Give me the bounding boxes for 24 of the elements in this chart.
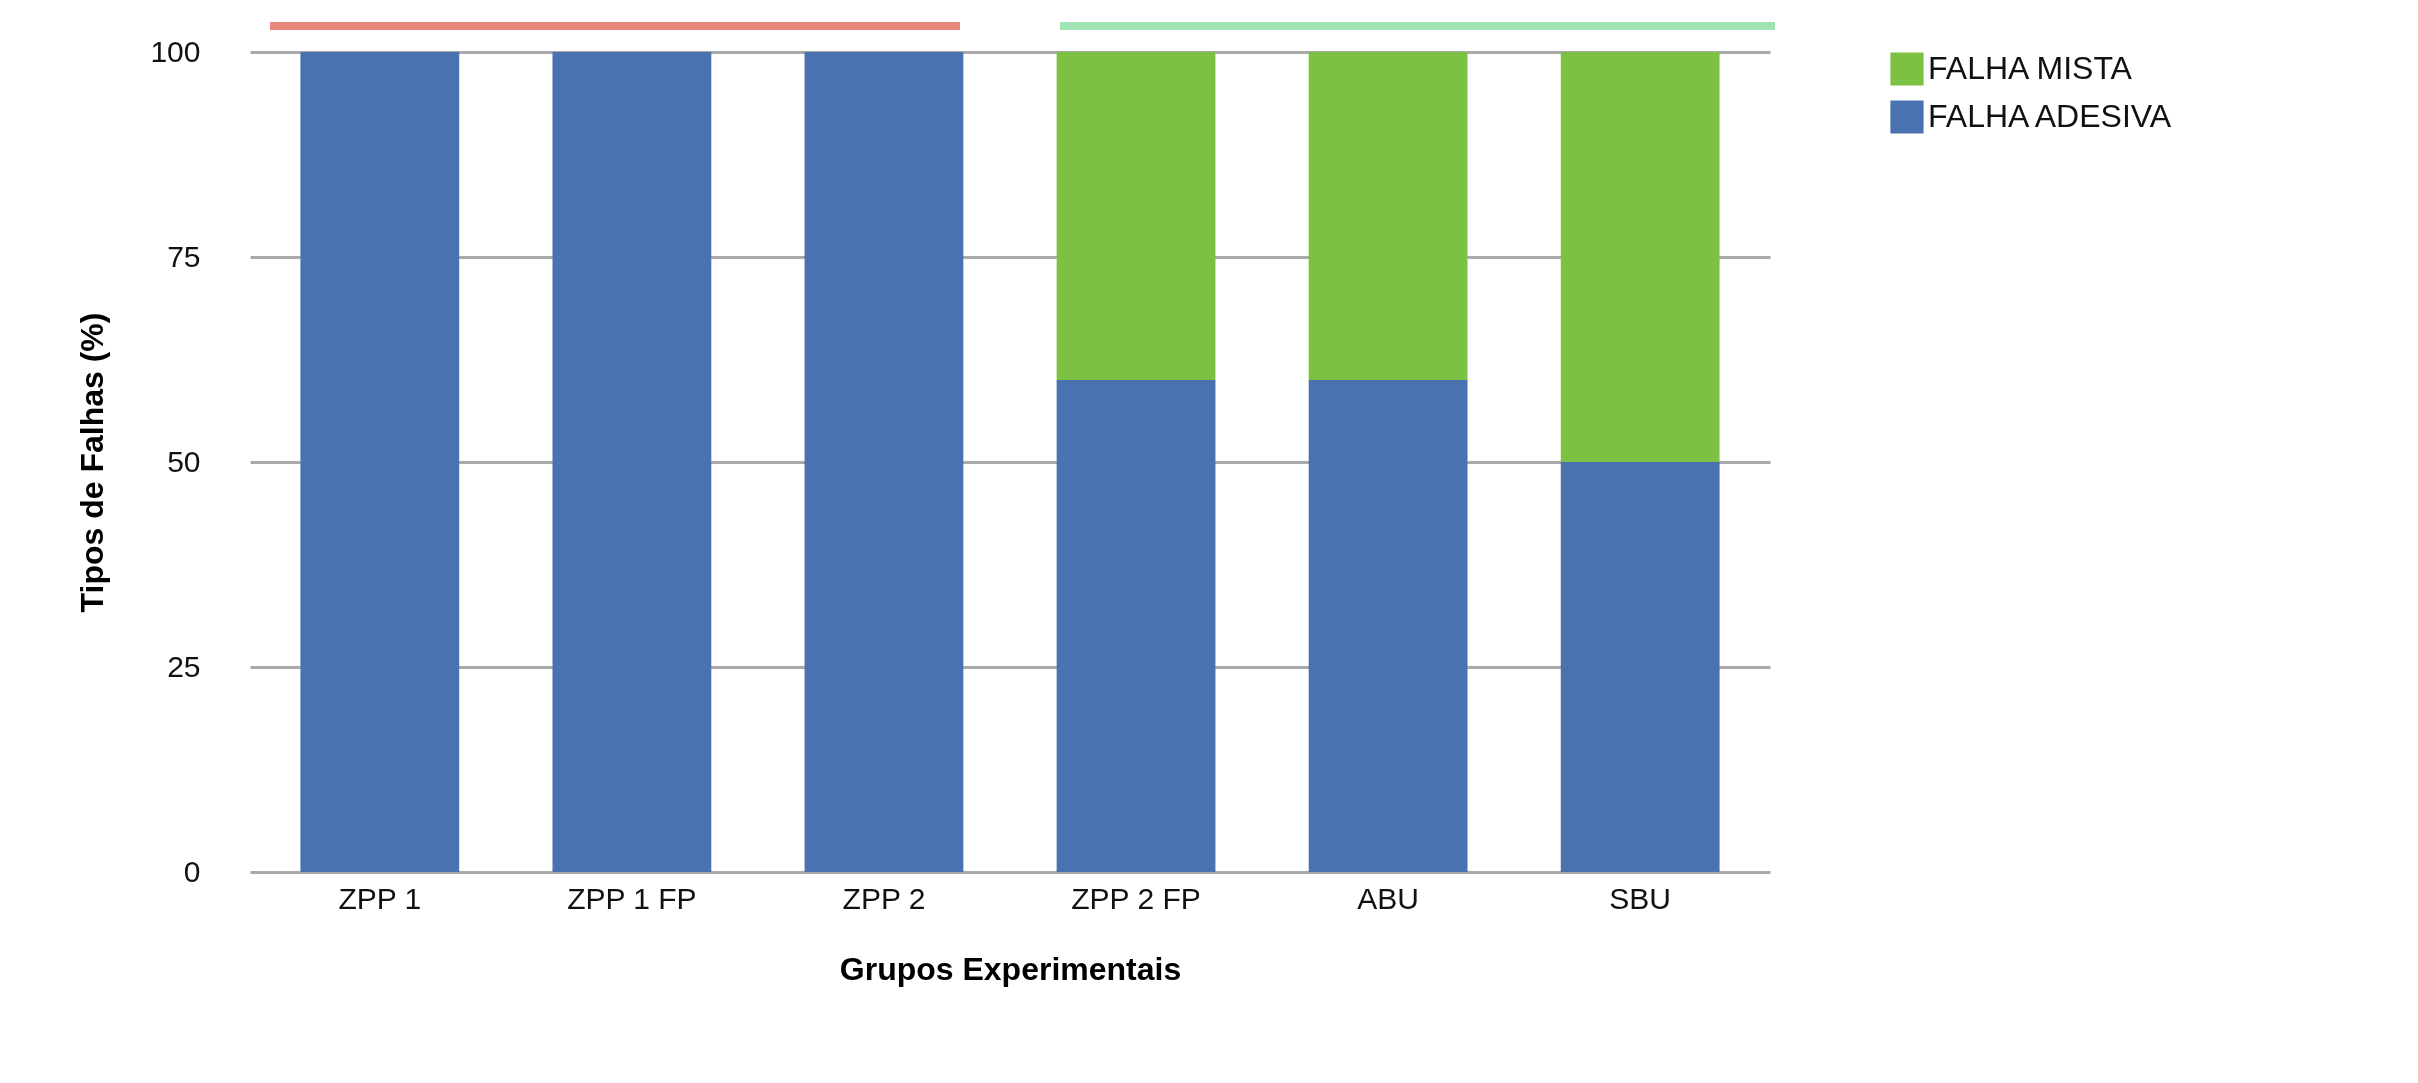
bar bbox=[1560, 462, 1720, 872]
y-tick-label: 0 bbox=[183, 854, 201, 888]
x-tick-label: ABU bbox=[1357, 881, 1419, 915]
y-axis-title: Tipos de Falhas (%) bbox=[74, 312, 111, 613]
legend-label: FALHA MISTA bbox=[1928, 50, 2133, 86]
y-tick-label: 100 bbox=[150, 34, 201, 68]
y-tick-label: 50 bbox=[167, 444, 201, 478]
x-tick-label: ZPP 2 bbox=[842, 881, 926, 915]
y-tick-label: 25 bbox=[167, 649, 201, 683]
y-tick-label: 75 bbox=[167, 239, 201, 273]
bar bbox=[1308, 52, 1468, 380]
x-tick-label: ZPP 1 FP bbox=[567, 881, 697, 915]
bar bbox=[1560, 52, 1720, 462]
x-axis-title: Grupos Experimentais bbox=[839, 950, 1182, 987]
x-tick-label: ZPP 1 bbox=[338, 881, 422, 915]
x-tick-label: ZPP 2 FP bbox=[1071, 881, 1201, 915]
legend-label: FALHA ADESIVA bbox=[1928, 98, 2172, 134]
bar bbox=[804, 52, 964, 872]
bar bbox=[1056, 52, 1216, 380]
bar bbox=[1308, 380, 1468, 872]
x-tick-label: SBU bbox=[1609, 881, 1672, 915]
bar bbox=[552, 52, 712, 872]
bar bbox=[300, 52, 460, 872]
bar bbox=[1056, 380, 1216, 872]
